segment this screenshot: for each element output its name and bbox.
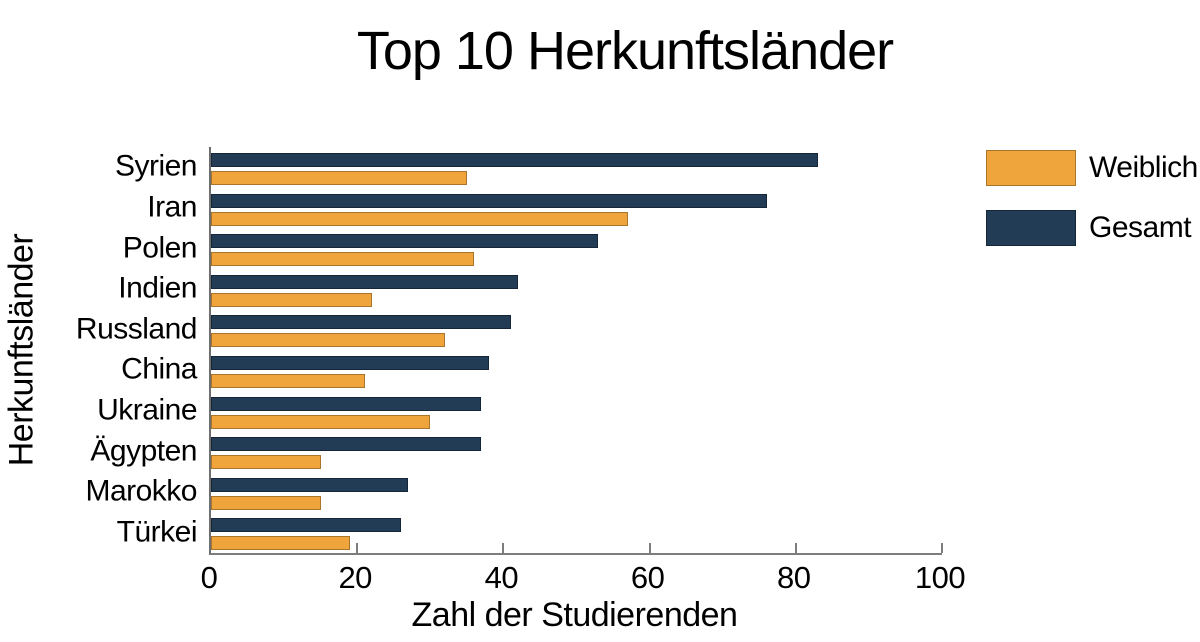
bar-gesamt-china — [211, 356, 489, 370]
y-axis-tick-labels: Syrien Iran Polen Indien Russland China Ukrain… — [0, 147, 198, 553]
bar-gesamt-syrien — [211, 153, 818, 167]
y-tick-label-indien: Indien — [118, 271, 197, 305]
x-tick-label-20: 20 — [338, 560, 372, 595]
bar-weiblich-indien — [211, 292, 372, 307]
bar-gesamt-tuerkei — [211, 518, 402, 533]
bar-weiblich-marokko — [211, 495, 321, 510]
bar-weiblich-iran — [211, 211, 628, 226]
legend-swatch-gesamt — [986, 210, 1076, 246]
y-tick-label-marokko: Marokko — [85, 474, 197, 508]
bar-gesamt-aegypten — [211, 437, 482, 452]
bar-gesamt-russland — [211, 315, 511, 330]
x-axis-title: Zahl der Studierenden — [411, 596, 738, 634]
y-tick-label-syrien: Syrien — [114, 149, 198, 183]
x-tick-mark-40 — [502, 543, 505, 553]
chart-title: Top 10 Herkunftsländer — [356, 21, 894, 81]
bar-weiblich-china — [211, 374, 365, 388]
x-tick-label-100: 100 — [914, 560, 966, 595]
bar-weiblich-tuerkei — [211, 536, 350, 551]
x-tick-mark-60 — [648, 543, 651, 553]
x-tick-mark-80 — [794, 543, 797, 553]
x-tick-mark-20 — [356, 543, 359, 553]
bar-gesamt-ukraine — [211, 396, 482, 411]
x-tick-label-60: 60 — [630, 560, 665, 595]
y-tick-label-iran: Iran — [147, 190, 197, 224]
y-tick-label-tuerkei: Türkei — [116, 515, 198, 549]
y-tick-label-china: China — [121, 352, 197, 386]
x-tick-mark-100 — [941, 543, 943, 553]
bar-weiblich-ukraine — [211, 414, 431, 429]
y-tick-label-ukraine: Ukraine — [97, 393, 197, 427]
bar-gesamt-marokko — [211, 477, 409, 492]
bar-weiblich-aegypten — [211, 455, 321, 470]
plot-area — [209, 147, 943, 555]
legend-entry-gesamt: Gesamt — [986, 209, 1192, 247]
y-tick-label-aegypten: Ägypten — [90, 433, 197, 467]
legend-swatch-weiblich — [986, 150, 1076, 186]
bar-weiblich-polen — [211, 252, 475, 267]
y-tick-label-polen: Polen — [122, 230, 198, 264]
y-tick-label-russland: Russland — [75, 312, 198, 346]
x-tick-label-80: 80 — [777, 560, 811, 595]
x-tick-label-40: 40 — [484, 560, 519, 595]
bar-weiblich-syrien — [211, 171, 467, 185]
bar-gesamt-iran — [211, 193, 767, 208]
bar-weiblich-russland — [211, 333, 445, 348]
bar-gesamt-indien — [211, 274, 519, 289]
legend-label-weiblich: Weiblich — [1089, 151, 1198, 184]
legend-entry-weiblich: Weiblich — [986, 149, 1198, 187]
x-tick-label-0: 0 — [200, 560, 218, 595]
bar-gesamt-polen — [211, 234, 599, 249]
legend-label-gesamt: Gesamt — [1089, 211, 1192, 244]
